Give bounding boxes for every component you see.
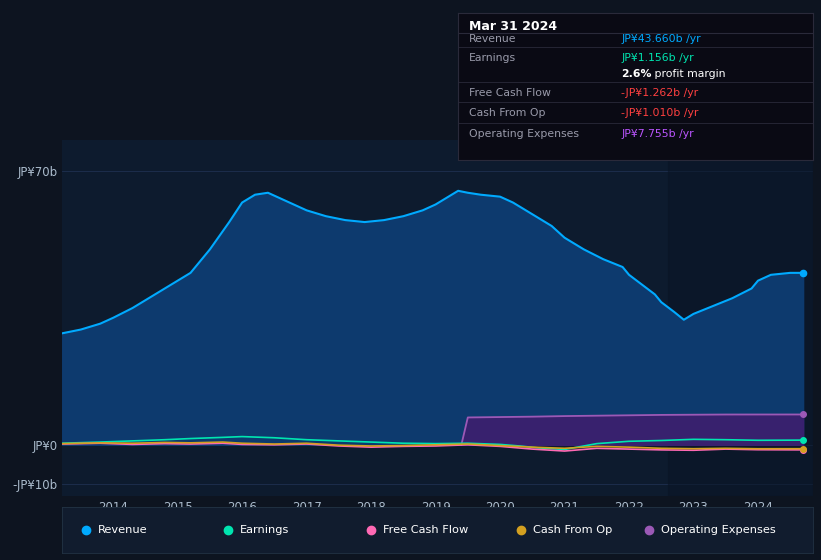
Text: Cash From Op: Cash From Op (534, 525, 612, 535)
Text: profit margin: profit margin (651, 69, 726, 79)
Text: Operating Expenses: Operating Expenses (469, 129, 579, 139)
Text: Revenue: Revenue (469, 34, 516, 44)
Text: JP¥1.156b /yr: JP¥1.156b /yr (621, 53, 694, 63)
Text: Earnings: Earnings (241, 525, 290, 535)
Bar (667, 140, 813, 496)
Text: JP¥43.660b /yr: JP¥43.660b /yr (621, 34, 701, 44)
Text: Earnings: Earnings (469, 53, 516, 63)
Text: -JP¥1.010b /yr: -JP¥1.010b /yr (621, 109, 699, 118)
Text: Free Cash Flow: Free Cash Flow (469, 88, 551, 98)
Text: Cash From Op: Cash From Op (469, 109, 545, 118)
Text: Revenue: Revenue (98, 525, 147, 535)
Text: JP¥7.755b /yr: JP¥7.755b /yr (621, 129, 694, 139)
Text: -JP¥1.262b /yr: -JP¥1.262b /yr (621, 88, 699, 98)
Text: Free Cash Flow: Free Cash Flow (383, 525, 468, 535)
Text: Operating Expenses: Operating Expenses (661, 525, 776, 535)
Text: Mar 31 2024: Mar 31 2024 (469, 20, 557, 33)
Text: 2.6%: 2.6% (621, 69, 652, 79)
